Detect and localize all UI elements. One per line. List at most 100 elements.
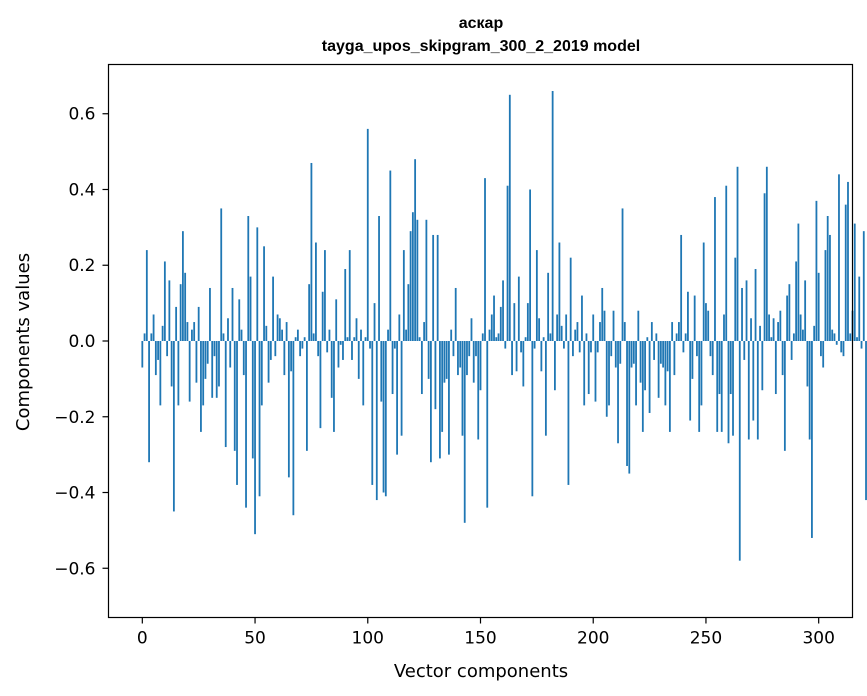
bar <box>763 193 766 341</box>
bar <box>513 303 516 341</box>
bar <box>172 341 175 512</box>
bar <box>245 341 247 508</box>
bar <box>441 341 444 432</box>
bar <box>838 174 840 341</box>
bar <box>452 341 455 357</box>
bar <box>612 310 615 341</box>
bar <box>768 314 770 341</box>
bar <box>635 341 637 406</box>
bar <box>797 223 800 341</box>
bar <box>849 333 852 341</box>
bar <box>556 314 559 341</box>
bar <box>747 341 750 440</box>
bar <box>522 341 525 387</box>
bar <box>369 341 371 349</box>
bar <box>506 185 509 341</box>
y-tick-label: 0.2 <box>68 256 95 276</box>
bar <box>418 337 421 341</box>
bar <box>646 337 649 341</box>
bar <box>648 341 651 413</box>
bar <box>716 341 719 432</box>
bar <box>420 341 423 395</box>
bar <box>734 257 737 341</box>
bar <box>204 341 207 379</box>
bar <box>526 303 529 341</box>
bar <box>693 295 696 341</box>
bar <box>197 306 200 341</box>
bar <box>578 341 581 353</box>
bar <box>585 333 588 341</box>
bar <box>148 341 150 463</box>
y-tick-label: −0.6 <box>54 559 95 579</box>
bar <box>236 341 238 485</box>
bar <box>292 341 295 516</box>
bar <box>330 341 333 398</box>
bar <box>761 341 764 391</box>
bar <box>202 341 205 406</box>
bar <box>574 329 577 341</box>
y-tick-label: 0.0 <box>68 332 95 352</box>
bar <box>786 295 789 341</box>
y-tick-label: −0.4 <box>54 484 95 504</box>
bar <box>508 94 511 341</box>
bar <box>783 341 786 451</box>
bar <box>795 261 798 341</box>
bar <box>339 341 342 345</box>
bar <box>678 322 680 341</box>
bar <box>759 325 761 341</box>
bar <box>858 276 861 341</box>
bar <box>265 325 268 341</box>
bar <box>145 250 148 341</box>
bar <box>623 322 626 341</box>
bar <box>188 341 191 402</box>
bar <box>806 341 809 387</box>
bar <box>337 341 340 368</box>
bar <box>434 341 437 410</box>
bar <box>822 341 825 368</box>
bar <box>808 341 811 440</box>
bar <box>687 291 689 341</box>
bar <box>200 341 202 432</box>
bar <box>195 341 198 383</box>
y-axis-label: Components values <box>13 253 34 431</box>
bar <box>240 329 243 341</box>
bar <box>542 337 545 341</box>
bar <box>689 341 692 421</box>
bar <box>445 341 448 379</box>
bar <box>592 314 595 341</box>
bar <box>387 329 389 341</box>
x-tick-label: 200 <box>577 629 609 649</box>
bar <box>290 341 293 372</box>
bar <box>705 303 707 341</box>
bar <box>853 223 856 341</box>
bar <box>824 250 827 341</box>
bar <box>637 310 640 341</box>
bar <box>238 299 241 341</box>
y-tick-label: 0.4 <box>68 180 95 200</box>
bar <box>862 231 865 341</box>
bar <box>567 341 570 485</box>
bar <box>378 216 380 341</box>
x-tick-label: 0 <box>137 629 148 649</box>
bar <box>714 197 716 341</box>
bar <box>402 250 405 341</box>
bar <box>161 325 164 341</box>
bar <box>366 128 369 341</box>
bar <box>450 329 453 341</box>
bar <box>306 341 308 451</box>
bar <box>626 341 628 466</box>
bar <box>777 322 779 341</box>
bar <box>630 341 633 368</box>
bar <box>856 337 858 341</box>
bar <box>666 341 669 372</box>
bar <box>249 276 252 341</box>
bar <box>414 159 417 341</box>
bar <box>551 91 554 341</box>
bar <box>475 341 477 357</box>
bar <box>788 284 791 341</box>
bar <box>159 341 162 406</box>
bar <box>396 341 398 455</box>
bar <box>294 337 297 341</box>
bar <box>752 341 755 421</box>
